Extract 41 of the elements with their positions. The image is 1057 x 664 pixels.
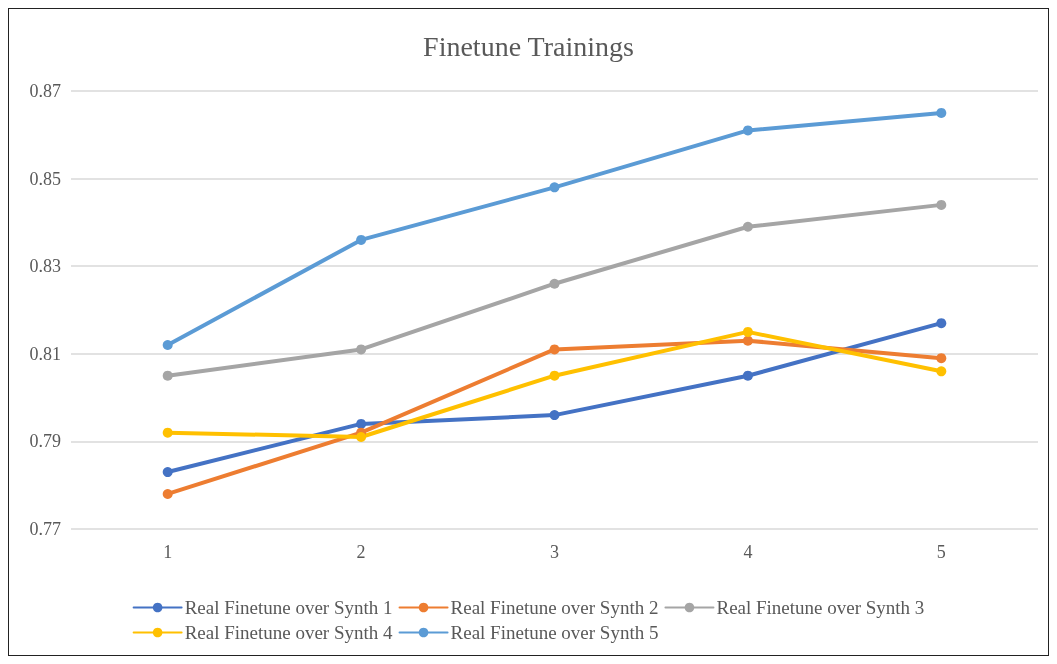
y-tick-label: 0.81 [29, 343, 61, 364]
y-tick-label: 0.77 [29, 519, 61, 539]
point [549, 182, 560, 193]
point [356, 432, 367, 443]
x-tick-label: 2 [356, 542, 366, 562]
y-tick-label: 0.79 [29, 431, 61, 452]
point [742, 326, 753, 337]
legend-label: Real Finetune over Synth 5 [450, 622, 659, 643]
point [356, 344, 367, 355]
x-tick-label: 3 [550, 542, 559, 562]
point [356, 234, 367, 245]
point [356, 418, 367, 429]
point [549, 370, 560, 381]
y-tick-label: 0.87 [29, 81, 61, 101]
point [936, 199, 947, 210]
point [742, 335, 753, 346]
x-tick-label: 5 [936, 542, 946, 562]
x-tick-label: 1 [163, 542, 173, 562]
y-tick-label: 0.85 [29, 168, 61, 189]
point [549, 278, 560, 289]
point [549, 410, 560, 421]
point [936, 353, 947, 364]
legend-label: Real Finetune over Synth 1 [184, 597, 393, 618]
y-tick-label: 0.83 [29, 256, 61, 277]
x-tick-label: 4 [743, 542, 753, 562]
point [742, 370, 753, 381]
point [549, 344, 560, 355]
point [936, 318, 947, 329]
point [936, 366, 947, 377]
point [162, 340, 173, 351]
legend-label: Real Finetune over Synth 2 [450, 597, 659, 618]
legend-label: Real Finetune over Synth 4 [184, 622, 394, 643]
point [742, 221, 753, 232]
point [742, 125, 753, 136]
point [162, 488, 173, 499]
chart-title: Finetune Trainings [423, 30, 634, 62]
point [936, 107, 947, 118]
point [162, 427, 173, 438]
point [162, 467, 173, 478]
point [162, 370, 173, 381]
legend-label: Real Finetune over Synth 3 [716, 597, 925, 618]
